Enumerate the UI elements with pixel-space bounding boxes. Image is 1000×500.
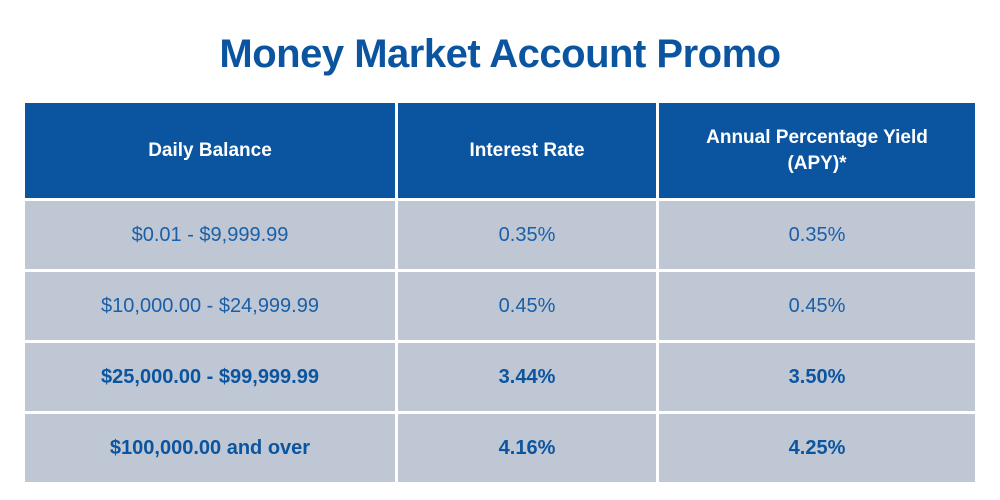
page-title: Money Market Account Promo bbox=[219, 32, 781, 76]
column-header-apy: Annual Percentage Yield (APY)* bbox=[659, 103, 975, 201]
column-header-interest-rate: Interest Rate bbox=[398, 103, 659, 201]
table-header-row: Daily Balance Interest Rate Annual Perce… bbox=[25, 103, 975, 201]
cell-apy: 0.35% bbox=[659, 201, 975, 272]
rate-table: Daily Balance Interest Rate Annual Perce… bbox=[25, 103, 975, 482]
cell-daily-balance: $100,000.00 and over bbox=[25, 414, 398, 482]
cell-apy: 3.50% bbox=[659, 343, 975, 414]
column-header-apy-line2: (APY)* bbox=[787, 152, 847, 174]
cell-daily-balance: $0.01 - $9,999.99 bbox=[25, 201, 398, 272]
column-header-daily-balance: Daily Balance bbox=[25, 103, 398, 201]
cell-interest-rate: 4.16% bbox=[398, 414, 659, 482]
cell-apy: 4.25% bbox=[659, 414, 975, 482]
table-row: $0.01 - $9,999.99 0.35% 0.35% bbox=[25, 201, 975, 272]
cell-daily-balance: $10,000.00 - $24,999.99 bbox=[25, 272, 398, 343]
cell-interest-rate: 0.35% bbox=[398, 201, 659, 272]
cell-interest-rate: 0.45% bbox=[398, 272, 659, 343]
cell-daily-balance: $25,000.00 - $99,999.99 bbox=[25, 343, 398, 414]
table-row: $25,000.00 - $99,999.99 3.44% 3.50% bbox=[25, 343, 975, 414]
cell-apy: 0.45% bbox=[659, 272, 975, 343]
column-header-apy-line1: Annual Percentage Yield bbox=[706, 126, 928, 148]
table-row: $100,000.00 and over 4.16% 4.25% bbox=[25, 414, 975, 482]
table-row: $10,000.00 - $24,999.99 0.45% 0.45% bbox=[25, 272, 975, 343]
cell-interest-rate: 3.44% bbox=[398, 343, 659, 414]
